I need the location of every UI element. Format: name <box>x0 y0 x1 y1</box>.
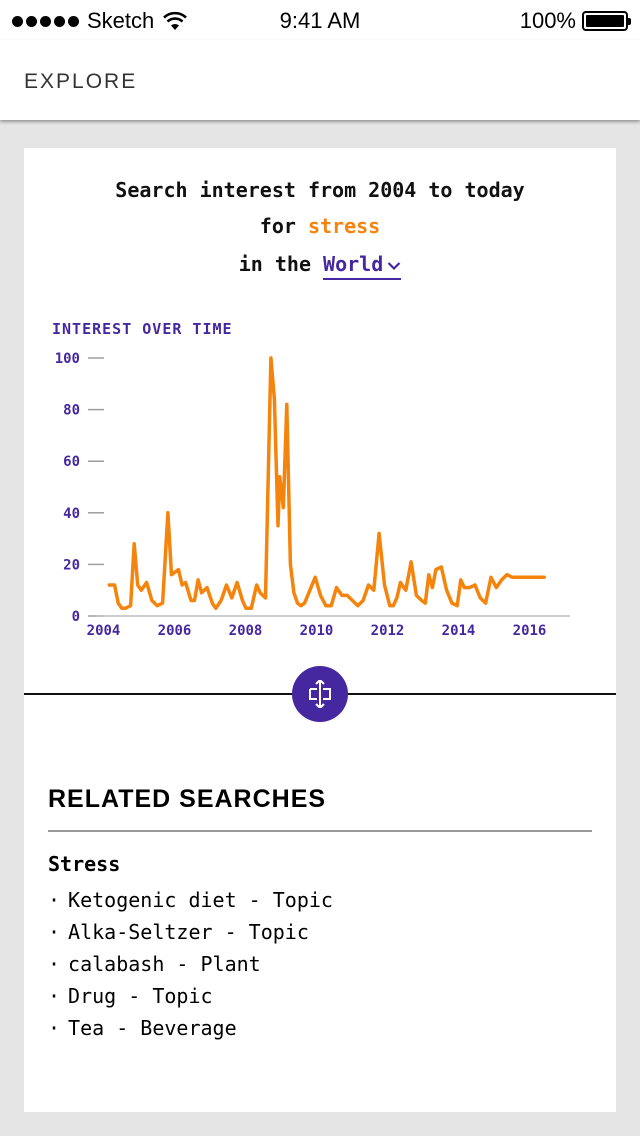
related-term-heading: Stress <box>48 852 121 876</box>
x-tick-label: 2008 <box>229 623 263 639</box>
y-tick-label: 60 <box>63 454 80 470</box>
y-tick-label: 0 <box>72 609 80 625</box>
explore-card: Search interest from 2004 to today for s… <box>24 148 616 1112</box>
related-search-label: Alka-Seltzer - Topic <box>68 920 309 944</box>
related-search-label: Tea - Beverage <box>68 1016 237 1040</box>
bullet: · <box>48 920 61 944</box>
related-search-item[interactable]: · Alka-Seltzer - Topic <box>48 916 333 948</box>
series-line <box>107 356 546 611</box>
related-search-label: Ketogenic diet - Topic <box>68 888 333 912</box>
search-term: stress <box>307 214 381 238</box>
y-tick-label: 40 <box>63 506 80 522</box>
bullet: · <box>48 952 61 976</box>
related-searches-list: · Ketogenic diet - Topic · Alka-Seltzer - T… <box>48 884 333 1044</box>
y-tick-label: 20 <box>63 557 80 573</box>
interest-over-time-chart: 0 20 40 60 80 100 2004 2006 2008 2010 2012 2014 2016 <box>55 351 570 639</box>
bullet: · <box>48 984 61 1008</box>
x-tick-label: 2016 <box>513 623 547 639</box>
related-search-item[interactable]: · calabash - Plant <box>48 948 333 980</box>
related-search-item[interactable]: · Ketogenic diet - Topic <box>48 884 333 916</box>
related-search-label: calabash - Plant <box>68 952 261 976</box>
expand-icon <box>309 680 331 708</box>
x-tick-label: 2006 <box>158 623 192 639</box>
related-search-label: Drug - Topic <box>68 984 213 1008</box>
bullet: · <box>48 1016 61 1040</box>
battery-percent: 100% <box>519 8 576 33</box>
related-searches-title: RELATED SEARCHES <box>48 785 327 813</box>
related-divider <box>48 830 592 832</box>
region-dropdown[interactable]: World <box>323 252 402 280</box>
headline-in-label: in the <box>238 252 324 276</box>
battery-icon <box>582 11 631 31</box>
related-search-item[interactable]: · Tea - Beverage <box>48 1012 333 1044</box>
page-title: EXPLORE <box>24 70 138 93</box>
bullet: · <box>48 888 61 912</box>
expand-chart-button[interactable] <box>292 666 348 722</box>
y-tick-label: 80 <box>63 403 80 419</box>
app-bar: EXPLORE <box>0 40 640 120</box>
x-tick-label: 2014 <box>442 623 476 639</box>
x-tick-label: 2012 <box>371 623 405 639</box>
carrier-label: Sketch <box>87 8 155 33</box>
related-search-item[interactable]: · Drug - Topic <box>48 980 333 1012</box>
headline-line1: Search interest from 2004 to today <box>115 178 525 202</box>
headline-line3: in the World <box>24 252 616 280</box>
region-label: World <box>323 252 384 276</box>
status-time: 9:41 AM <box>279 8 361 33</box>
signal-strength-icon <box>12 15 79 27</box>
headline-for-label: for <box>259 214 308 238</box>
chevron-down-icon <box>387 261 401 270</box>
status-bar: Sketch 9:41 AM 100% <box>0 0 640 40</box>
chart-title: INTEREST OVER TIME <box>52 320 233 338</box>
x-tick-label: 2004 <box>87 623 121 639</box>
x-tick-label: 2010 <box>300 623 334 639</box>
y-tick-label: 100 <box>55 351 80 367</box>
headline-line2: for stress <box>24 214 616 238</box>
wifi-icon <box>163 11 188 30</box>
